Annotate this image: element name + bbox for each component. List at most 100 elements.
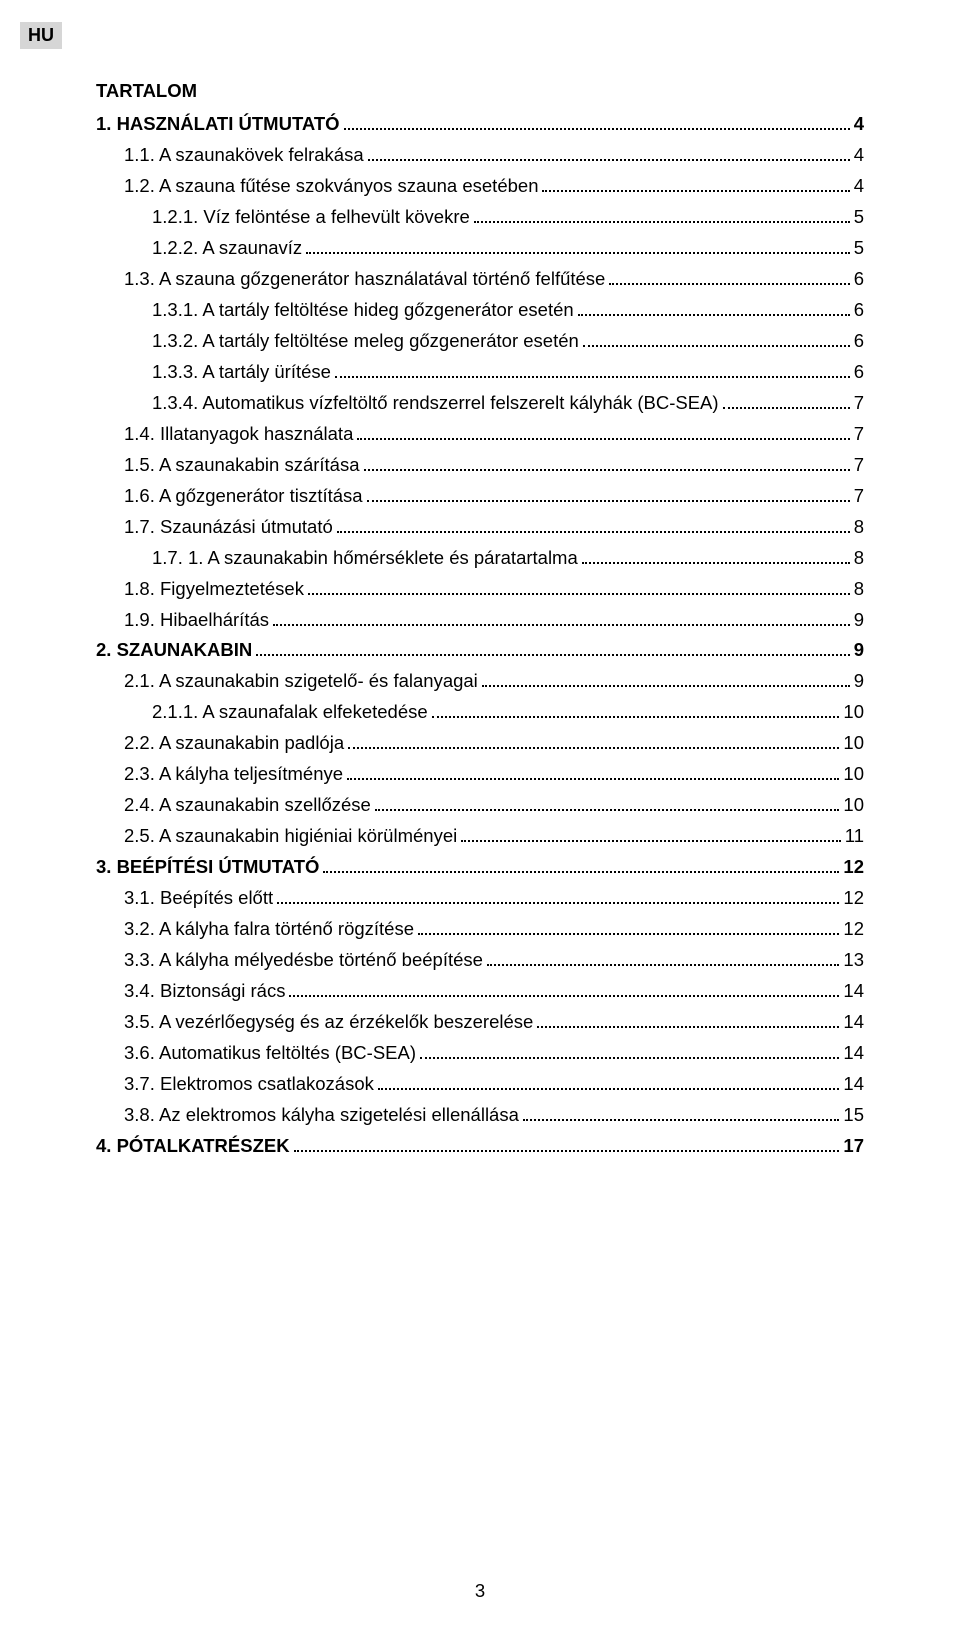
toc-entry: 1.4. Illatanyagok használata 7 xyxy=(124,422,864,447)
toc-leader-dots xyxy=(375,795,840,812)
toc-leader-dots xyxy=(482,671,850,688)
toc-entry: 2.4. A szaunakabin szellőzése10 xyxy=(124,793,864,818)
toc-entry-label: 1.2. A szauna fűtése szokványos szauna e… xyxy=(124,174,538,199)
toc-leader-dots xyxy=(337,516,850,533)
toc-entry: 1.3.2. A tartály feltöltése meleg gőzgen… xyxy=(152,329,864,354)
toc-entry: 3.7. Elektromos csatlakozások14 xyxy=(124,1072,864,1097)
toc-entry: 3.2. A kályha falra történő rögzítése 12 xyxy=(124,917,864,942)
toc-entry: 1.2.2. A szaunavíz5 xyxy=(152,236,864,261)
toc-entry-page: 7 xyxy=(854,391,864,416)
toc-entry: 4. PÓTALKATRÉSZEK17 xyxy=(96,1134,864,1159)
toc-entry-label: 2.1.1. A szaunafalak elfeketedése xyxy=(152,700,428,725)
toc-entry-label: 1.7. Szaunázási útmutató xyxy=(124,515,333,540)
toc-entry-page: 8 xyxy=(854,577,864,602)
toc-entry-label: 2. SZAUNAKABIN xyxy=(96,638,252,663)
toc-entry-label: 3.3. A kályha mélyedésbe történő beépíté… xyxy=(124,948,483,973)
toc-leader-dots xyxy=(364,454,850,471)
toc-entry-label: 1. HASZNÁLATI ÚTMUTATÓ xyxy=(96,112,340,137)
toc-leader-dots xyxy=(335,361,850,378)
toc-entry-label: 3.8. Az elektromos kályha szigetelési el… xyxy=(124,1103,519,1128)
toc-leader-dots xyxy=(432,702,840,719)
toc-entry-label: 1.2.2. A szaunavíz xyxy=(152,236,302,261)
toc-entry-page: 5 xyxy=(854,205,864,230)
toc-title: TARTALOM xyxy=(96,80,864,102)
document-page: HU TARTALOM 1. HASZNÁLATI ÚTMUTATÓ41.1. … xyxy=(0,0,960,1630)
toc-entry-page: 11 xyxy=(845,824,864,849)
toc-entry-page: 14 xyxy=(843,979,864,1004)
toc-entry-label: 3.5. A vezérlőegység és az érzékelők bes… xyxy=(124,1010,533,1035)
toc-entry-label: 3.6. Automatikus feltöltés (BC-SEA) xyxy=(124,1041,416,1066)
toc-entry-page: 6 xyxy=(854,360,864,385)
toc-entry: 1.3. A szauna gőzgenerátor használatával… xyxy=(124,267,864,292)
page-number: 3 xyxy=(0,1580,960,1602)
toc-leader-dots xyxy=(487,949,839,966)
toc-entry: 3. BEÉPÍTÉSI ÚTMUTATÓ 12 xyxy=(96,855,864,880)
toc-leader-dots xyxy=(277,887,839,904)
toc-leader-dots xyxy=(420,1042,839,1059)
toc-entry: 2. SZAUNAKABIN9 xyxy=(96,638,864,663)
toc-leader-dots xyxy=(273,609,850,626)
toc-entry: 3.1. Beépítés előtt12 xyxy=(124,886,864,911)
toc-entry-label: 3.2. A kályha falra történő rögzítése xyxy=(124,917,414,942)
toc-entry-page: 4 xyxy=(854,174,864,199)
toc-entry-label: 3. BEÉPÍTÉSI ÚTMUTATÓ xyxy=(96,855,319,880)
toc-entry-label: 3.7. Elektromos csatlakozások xyxy=(124,1072,374,1097)
toc-entry: 1.5. A szaunakabin szárítása 7 xyxy=(124,453,864,478)
toc-entry-page: 12 xyxy=(843,886,864,911)
toc-leader-dots xyxy=(461,825,841,842)
toc-entry: 1.9. Hibaelhárítás 9 xyxy=(124,608,864,633)
toc-entry-label: 1.1. A szaunakövek felrakása xyxy=(124,143,364,168)
toc-entry-label: 3.4. Biztonsági rács xyxy=(124,979,285,1004)
toc-entry: 1.2.1. Víz felöntése a felhevült kövekre… xyxy=(152,205,864,230)
toc-entry-page: 7 xyxy=(854,484,864,509)
toc-entry-page: 6 xyxy=(854,329,864,354)
toc-leader-dots xyxy=(323,856,839,873)
toc-entry: 2.2. A szaunakabin padlója10 xyxy=(124,731,864,756)
toc-entry: 2.1. A szaunakabin szigetelő- és falanya… xyxy=(124,669,864,694)
toc-entry-label: 2.3. A kályha teljesítménye xyxy=(124,762,343,787)
toc-entry: 2.5. A szaunakabin higiéniai körülményei… xyxy=(124,824,864,849)
toc-entry-label: 1.4. Illatanyagok használata xyxy=(124,422,353,447)
toc-entry-label: 2.5. A szaunakabin higiéniai körülményei xyxy=(124,824,457,849)
toc-entry-page: 10 xyxy=(843,700,864,725)
toc-entry-page: 15 xyxy=(843,1103,864,1128)
toc-entry-page: 7 xyxy=(854,422,864,447)
toc-entry-label: 1.3.3. A tartály ürítése xyxy=(152,360,331,385)
toc-leader-dots xyxy=(347,764,839,781)
toc-leader-dots xyxy=(542,175,849,192)
toc-entry-label: 1.5. A szaunakabin szárítása xyxy=(124,453,360,478)
toc-entry-page: 12 xyxy=(843,855,864,880)
toc-entry: 2.1.1. A szaunafalak elfeketedése 10 xyxy=(152,700,864,725)
toc-entry-page: 14 xyxy=(843,1041,864,1066)
toc-entry-page: 8 xyxy=(854,515,864,540)
toc-entry-page: 4 xyxy=(854,112,864,137)
toc-leader-dots xyxy=(256,640,849,657)
toc-entry-page: 10 xyxy=(843,793,864,818)
toc-entry-label: 4. PÓTALKATRÉSZEK xyxy=(96,1134,290,1159)
toc-entry-page: 4 xyxy=(854,143,864,168)
toc-leader-dots xyxy=(578,299,850,316)
toc-leader-dots xyxy=(583,330,850,347)
toc-entry-page: 9 xyxy=(854,608,864,633)
toc-entry-label: 1.8. Figyelmeztetések xyxy=(124,577,304,602)
toc-entry: 3.4. Biztonsági rács 14 xyxy=(124,979,864,1004)
toc-leader-dots xyxy=(308,578,850,595)
toc-entry-page: 7 xyxy=(854,453,864,478)
toc-entry: 1.1. A szaunakövek felrakása 4 xyxy=(124,143,864,168)
toc-leader-dots xyxy=(348,733,839,750)
toc-entry-label: 2.1. A szaunakabin szigetelő- és falanya… xyxy=(124,669,478,694)
toc-entry-label: 1.7. 1. A szaunakabin hőmérséklete és pá… xyxy=(152,546,578,571)
toc-entry-label: 1.3.4. Automatikus vízfeltöltő rendszerr… xyxy=(152,391,719,416)
toc-entry: 1.2. A szauna fűtése szokványos szauna e… xyxy=(124,174,864,199)
toc-leader-dots xyxy=(357,423,849,440)
language-badge: HU xyxy=(20,22,62,49)
toc-container: 1. HASZNÁLATI ÚTMUTATÓ41.1. A szaunaköve… xyxy=(96,112,864,1159)
toc-entry-label: 1.3.2. A tartály feltöltése meleg gőzgen… xyxy=(152,329,579,354)
toc-leader-dots xyxy=(368,144,850,161)
toc-leader-dots xyxy=(367,485,850,502)
toc-entry-page: 9 xyxy=(854,669,864,694)
toc-entry-page: 13 xyxy=(843,948,864,973)
toc-entry: 3.3. A kályha mélyedésbe történő beépíté… xyxy=(124,948,864,973)
toc-entry-label: 1.9. Hibaelhárítás xyxy=(124,608,269,633)
toc-entry-page: 12 xyxy=(843,917,864,942)
